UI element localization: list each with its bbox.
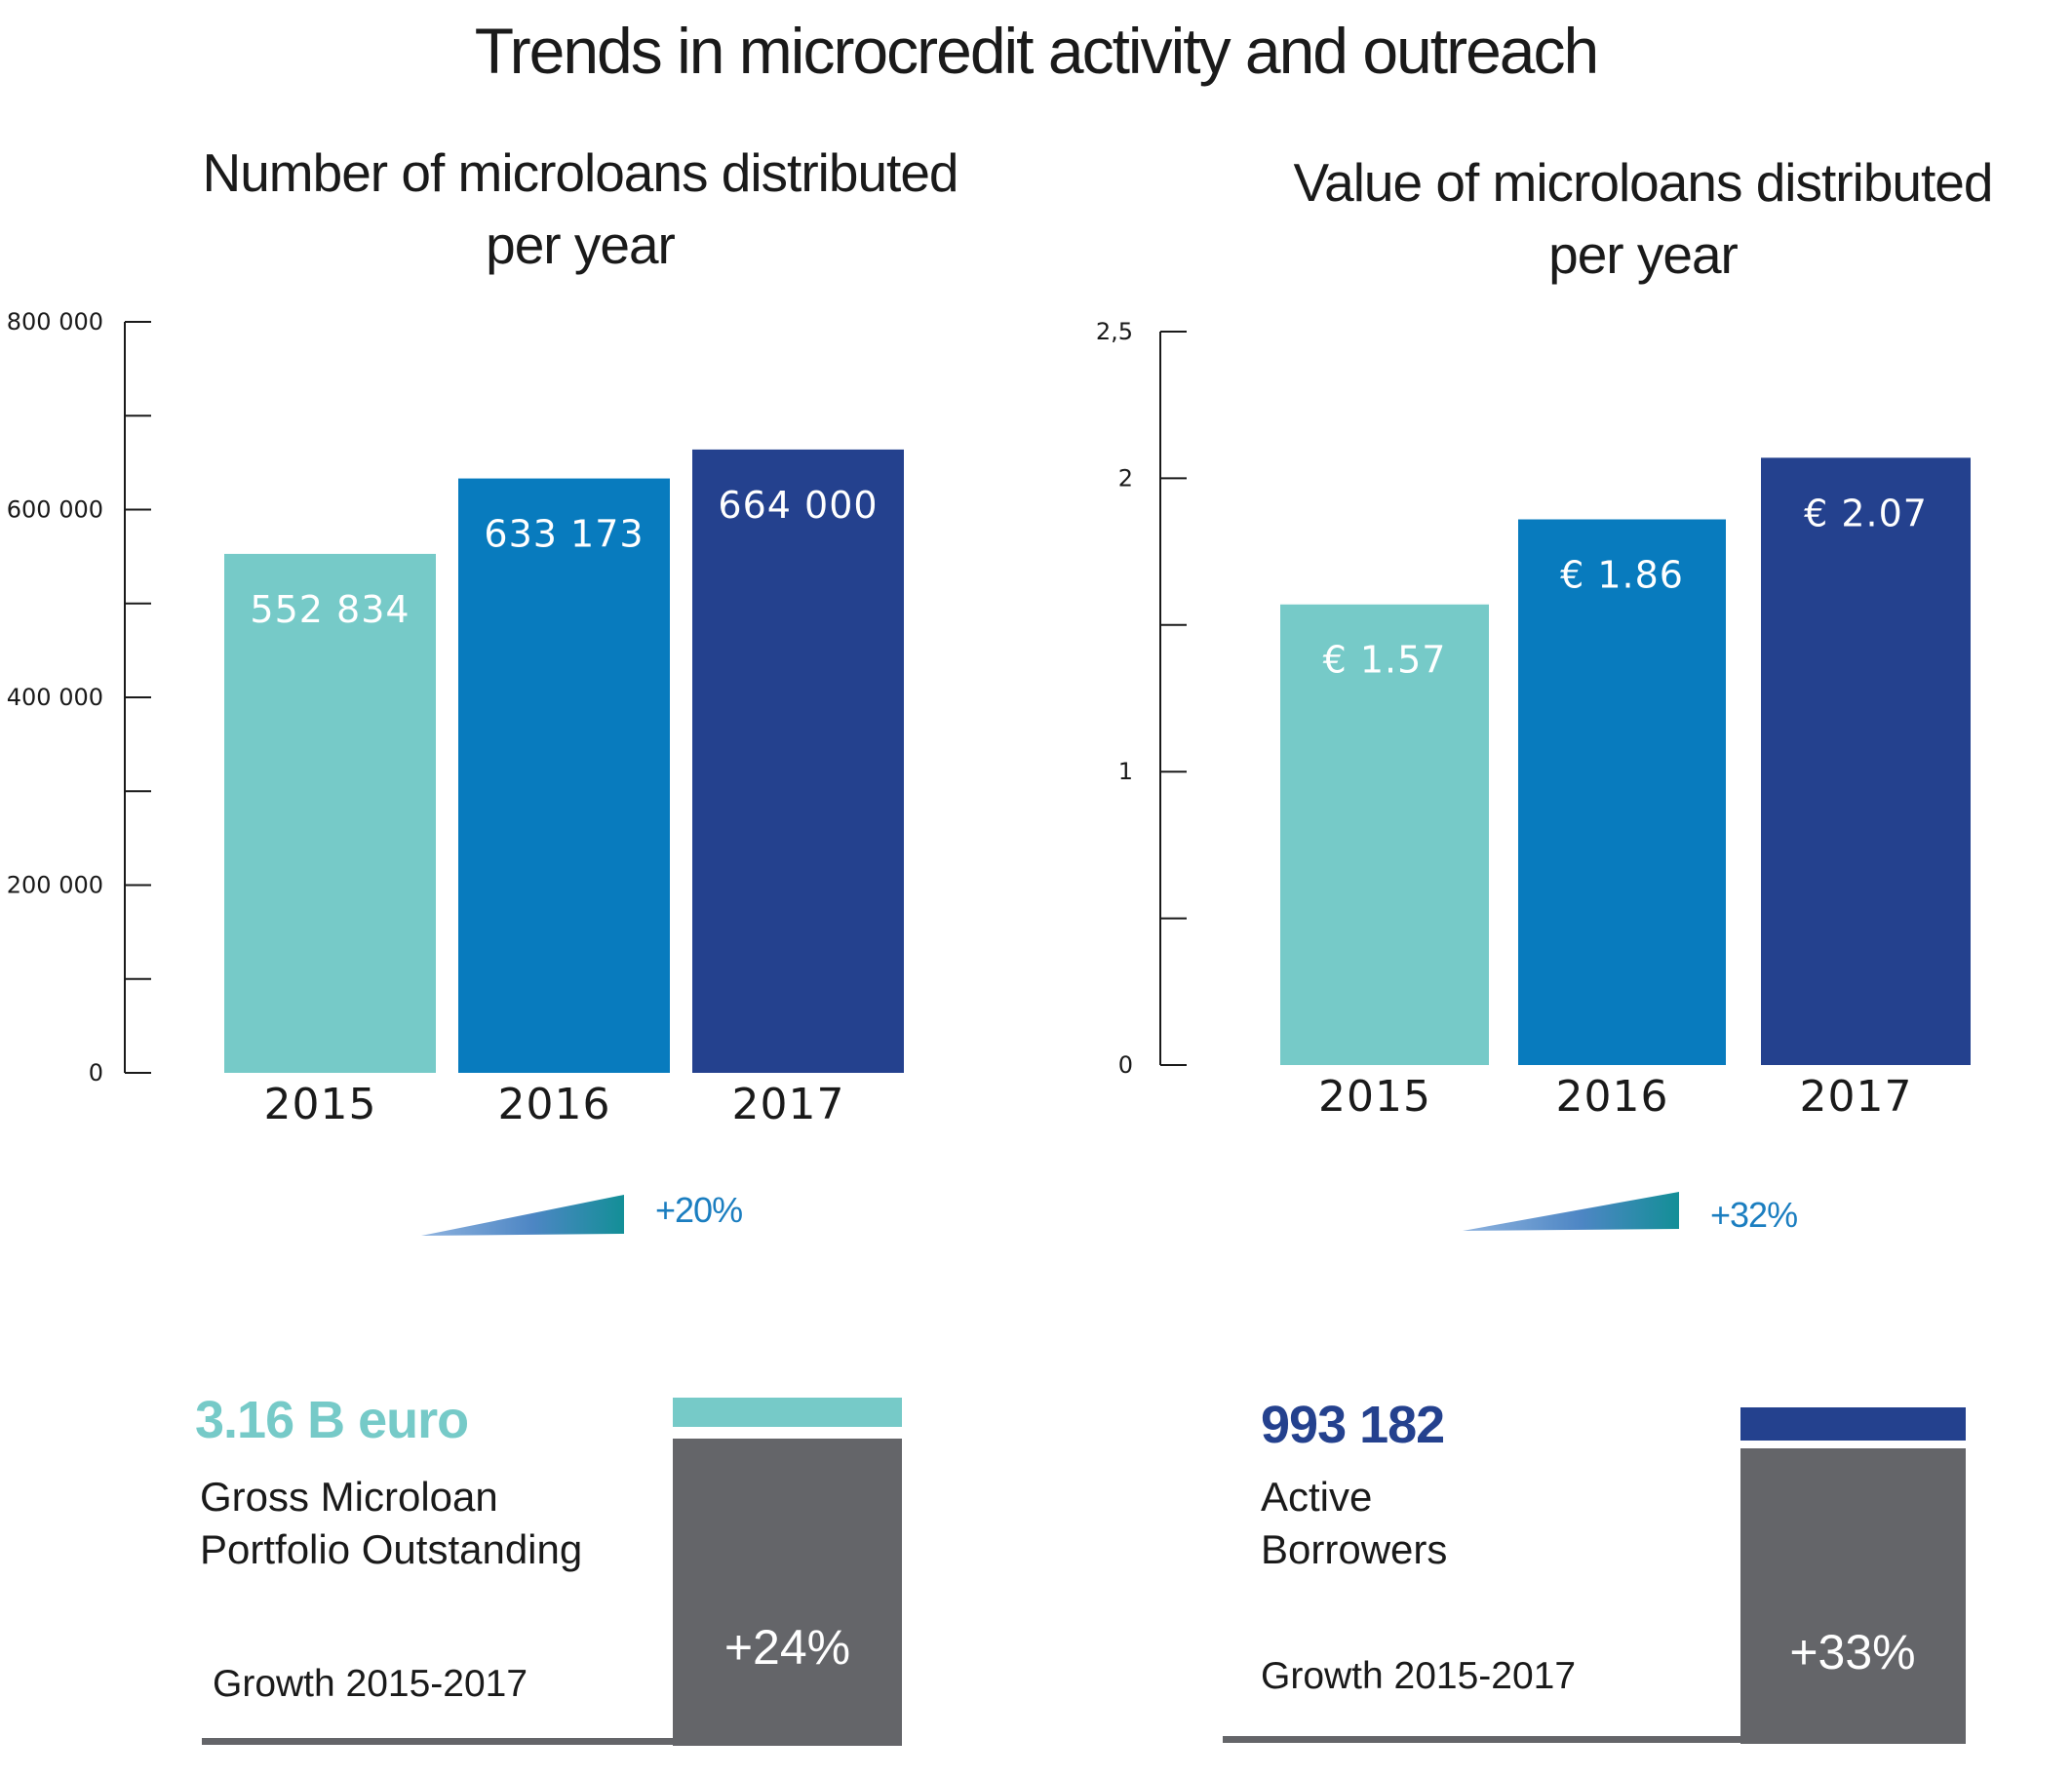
stat-borrowers-description-line-2: Borrowers (1261, 1526, 1448, 1572)
x-tick-label: 2017 (732, 1080, 845, 1129)
bar-2015 (224, 553, 436, 1073)
chart-value-of-microloans: 0 1 2 2,5 € 1.57 2015 € 1.86 2016 € 2.07 2017 (1096, 318, 1971, 1122)
data-label: 552 834 (250, 588, 410, 631)
growth-number-label: +20% (655, 1190, 743, 1230)
stat-baseline (202, 1738, 673, 1745)
stat-baseline (1223, 1736, 1740, 1743)
y-tick-label: 1 (1118, 758, 1133, 785)
stat-borrowers-growth-pct: +33% (1789, 1625, 1916, 1679)
bar-2016 (458, 478, 670, 1073)
growth-wedge-icon (1463, 1192, 1679, 1231)
x-tick-label: 2015 (1318, 1072, 1431, 1122)
y-tick-label: 600 000 (7, 496, 103, 524)
stat-base-bar (1740, 1448, 1966, 1744)
x-tick-label: 2016 (498, 1080, 611, 1129)
growth-value-label: +32% (1710, 1195, 1798, 1235)
stat-portfolio-growth-label: Growth 2015-2017 (213, 1663, 528, 1705)
data-label: € 1.57 (1323, 639, 1447, 682)
data-label: € 2.07 (1804, 492, 1928, 534)
chart-number-of-microloans: 0 200 000 400 000 600 000 800 000 552 834 2015… (7, 308, 904, 1129)
y-tick-label: 200 000 (7, 872, 103, 899)
chart-title-number-line-2: per year (486, 215, 676, 275)
stat-borrowers-growth-label: Growth 2015-2017 (1261, 1655, 1577, 1697)
growth-wedge-icon (421, 1195, 624, 1236)
x-tick-label: 2015 (264, 1080, 377, 1129)
y-tick-label: 800 000 (7, 308, 103, 336)
data-label: 664 000 (718, 484, 878, 527)
x-tick-label: 2016 (1556, 1072, 1669, 1122)
stat-growth-cap (1740, 1407, 1966, 1441)
stat-growth-cap (673, 1398, 902, 1427)
chart-title-number: Number of microloans distributed per yea… (146, 137, 1014, 281)
stat-portfolio-value: 3.16 B euro (195, 1391, 469, 1449)
stat-portfolio-growth-pct: +24% (723, 1620, 851, 1675)
data-label: 633 173 (484, 513, 644, 556)
data-label: € 1.86 (1560, 554, 1684, 597)
chart-title-number-line-1: Number of microloans distributed (202, 142, 958, 203)
x-tick-label: 2017 (1800, 1072, 1913, 1122)
stat-portfolio-description: Gross Microloan Portfolio Outstanding (200, 1471, 582, 1576)
stat-portfolio-description-line-1: Gross Microloan (200, 1474, 498, 1520)
chart-title-value: Value of microloans distributed per year (1209, 146, 2072, 291)
main-title: Trends in microcredit activity and outre… (474, 15, 1599, 87)
y-tick-label: 0 (89, 1059, 103, 1087)
bar-2016 (1518, 519, 1726, 1065)
bar-2015 (1280, 604, 1489, 1065)
y-tick-label: 0 (1118, 1051, 1133, 1079)
chart-title-value-line-1: Value of microloans distributed (1293, 152, 1994, 213)
y-tick-label: 400 000 (7, 684, 103, 711)
stat-graphics (202, 1398, 1966, 1746)
bar-2017 (692, 449, 904, 1073)
y-tick-label: 2 (1118, 464, 1133, 492)
stat-borrowers-description-line-1: Active (1261, 1474, 1373, 1520)
y-tick-label: 2,5 (1096, 318, 1133, 345)
stat-borrowers-description: Active Borrowers (1261, 1471, 1447, 1576)
stat-borrowers-value: 993 182 (1261, 1396, 1445, 1454)
stat-base-bar (673, 1439, 902, 1746)
chart-title-value-line-2: per year (1548, 224, 1739, 285)
bar-2017 (1761, 457, 1971, 1065)
stat-portfolio-description-line-2: Portfolio Outstanding (200, 1526, 583, 1572)
